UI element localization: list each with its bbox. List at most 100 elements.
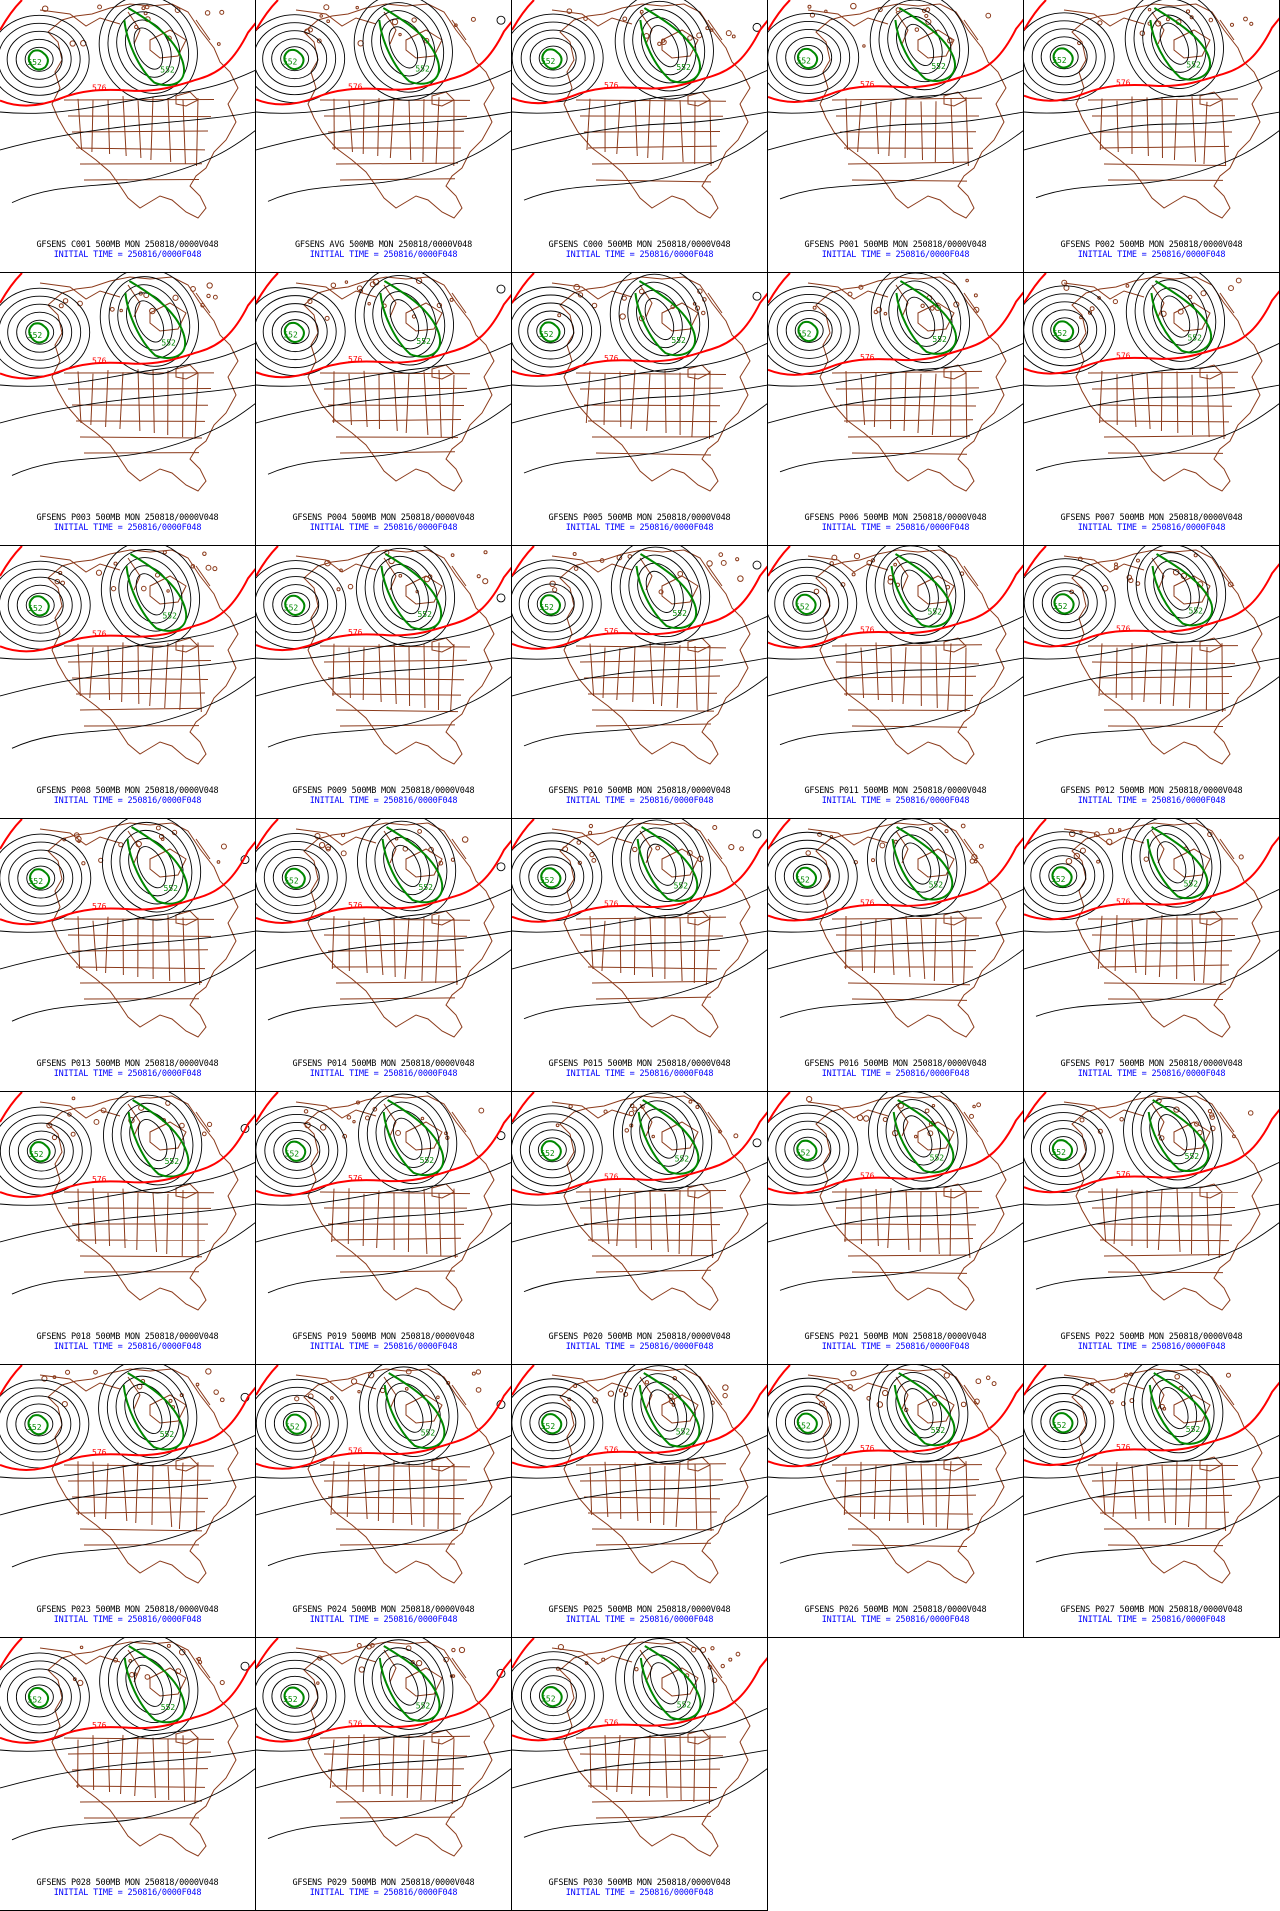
contour-label-576: 576	[604, 627, 619, 636]
contour-label-552-east: 552	[676, 63, 691, 72]
contour-576	[0, 273, 255, 380]
contour-label-552-west: 552	[1052, 1421, 1067, 1430]
contour-576	[512, 819, 767, 923]
contour-label-552-east: 552	[165, 1157, 180, 1166]
map-panel: 552 552 576 GFSENS P010 500MB MON 250818/00…	[512, 546, 768, 819]
contour-label-552-east: 552	[1185, 1152, 1200, 1161]
height-contours	[0, 1365, 255, 1568]
panel-caption: GFSENS P002 500MB MON 250818/0000V048	[1060, 240, 1243, 250]
contour-552	[796, 1099, 955, 1174]
contour-label-552-east: 552	[419, 883, 434, 892]
contour-552	[540, 826, 699, 902]
height-contours	[256, 819, 511, 1021]
contour-576	[0, 819, 255, 926]
contour-label-552-east: 552	[160, 66, 175, 75]
height-contours	[256, 546, 511, 748]
panel-caption: GFSENS AVG 500MB MON 250818/0000V048	[294, 240, 473, 250]
panel-initial-time: INITIAL TIME = 250816/0000F048	[1077, 523, 1226, 533]
panel-caption: GFSENS P006 500MB MON 250818/0000V048	[804, 513, 987, 523]
map-panel: 552 552 576 GFSENS P005 500MB MON 250818/00…	[512, 273, 768, 546]
panel-caption: GFSENS P015 500MB MON 250818/0000V048	[548, 1059, 731, 1069]
contour-576	[512, 1365, 767, 1469]
contour-576	[0, 1638, 255, 1744]
contour-label-552-east: 552	[675, 1155, 690, 1164]
height-contours	[768, 546, 1023, 746]
map-panel: 552 552 576 GFSENS P006 500MB MON 250818/00…	[768, 273, 1024, 546]
contour-label-552-west: 552	[796, 1421, 811, 1430]
contour-label-552-east: 552	[671, 336, 686, 345]
contour-label-576: 576	[348, 355, 363, 364]
political-borders	[551, 3, 751, 219]
contour-576	[768, 273, 1023, 376]
height-contours	[256, 1365, 511, 1567]
contour-576	[768, 819, 1023, 922]
contour-label-552-east: 552	[928, 608, 943, 617]
map-panel: 552 552 576 GFSENS P022 500MB MON 250818/00…	[1024, 1092, 1280, 1365]
contour-552	[795, 826, 954, 901]
panel-caption: GFSENS P021 500MB MON 250818/0000V048	[804, 1332, 987, 1342]
height-contours	[512, 0, 767, 201]
political-borders	[295, 276, 495, 492]
height-contour-map: 552 552 576	[256, 1092, 511, 1311]
contour-label-552-west: 552	[1051, 875, 1066, 884]
map-panel: 552 552 576 GFSENS P014 500MB MON 250818/00…	[256, 819, 512, 1092]
map-panel: 552 552 576 GFSENS AVG 500MB MON 250818/000…	[256, 0, 512, 273]
height-contour-map: 552 552 576	[512, 273, 767, 492]
political-borders	[806, 1095, 1007, 1311]
panel-initial-time: INITIAL TIME = 250816/0000F048	[53, 523, 202, 533]
contour-label-552-east: 552	[931, 62, 946, 71]
contour-552	[797, 280, 958, 355]
height-contour-map: 552 552 576	[256, 1365, 511, 1584]
contour-label-552-east: 552	[421, 1429, 436, 1438]
panel-caption: GFSENS P005 500MB MON 250818/0000V048	[548, 513, 731, 523]
panel-initial-time: INITIAL TIME = 250816/0000F048	[821, 1069, 970, 1079]
political-borders	[1061, 276, 1263, 492]
contour-552	[540, 1099, 700, 1175]
contour-label-552-west: 552	[539, 330, 554, 339]
map-panel: 552 552 576 GFSENS P028 500MB MON 250818/00…	[0, 1638, 256, 1911]
panel-initial-time: INITIAL TIME = 250816/0000F048	[309, 1342, 458, 1352]
contour-552	[27, 1645, 186, 1724]
contour-label-576: 576	[92, 1175, 107, 1184]
height-contour-map: 552 552 576	[768, 273, 1023, 492]
contour-label-576: 576	[92, 1721, 107, 1730]
contour-label-552-west: 552	[29, 877, 44, 886]
panel-caption: GFSENS P013 500MB MON 250818/0000V048	[36, 1059, 219, 1069]
contour-576	[1024, 546, 1279, 648]
height-contour-map: 552 552 576	[0, 273, 255, 492]
political-borders	[39, 1095, 239, 1311]
political-borders	[551, 1641, 751, 1857]
map-panel: 552 552 576 GFSENS P011 500MB MON 250818/00…	[768, 546, 1024, 819]
panel-caption: GFSENS P004 500MB MON 250818/0000V048	[292, 513, 475, 523]
panel-caption: GFSENS P024 500MB MON 250818/0000V048	[292, 1605, 475, 1615]
panel-initial-time: INITIAL TIME = 250816/0000F048	[565, 1615, 714, 1625]
political-borders	[1063, 1368, 1263, 1584]
political-borders	[295, 3, 495, 219]
contour-label-552-east: 552	[929, 881, 944, 890]
height-contour-map: 552 552 576	[0, 1638, 255, 1857]
contour-552	[29, 826, 189, 905]
map-panel: 552 552 576 GFSENS P002 500MB MON 250818/00…	[1024, 0, 1280, 273]
contour-552	[28, 553, 188, 632]
panel-initial-time: INITIAL TIME = 250816/0000F048	[309, 1069, 458, 1079]
political-borders	[39, 1641, 239, 1857]
contour-552	[1051, 1099, 1210, 1172]
contour-576	[256, 819, 511, 924]
contour-label-552-west: 552	[539, 603, 554, 612]
contour-552	[541, 1372, 701, 1448]
panel-initial-time: INITIAL TIME = 250816/0000F048	[565, 796, 714, 806]
height-contour-map: 552 552 576	[1024, 273, 1279, 492]
political-borders	[295, 1095, 495, 1311]
contour-552	[283, 7, 440, 85]
height-contours	[256, 0, 511, 202]
panel-caption: GFSENS P027 500MB MON 250818/0000V048	[1060, 1605, 1243, 1615]
contour-552	[541, 7, 701, 84]
political-borders	[39, 276, 239, 492]
panel-initial-time: INITIAL TIME = 250816/0000F048	[309, 796, 458, 806]
contour-552	[796, 1372, 956, 1447]
contour-552	[285, 1372, 446, 1449]
contour-label-552-east: 552	[416, 337, 431, 346]
map-panel: 552 552 576 GFSENS P029 500MB MON 250818/00…	[256, 1638, 512, 1911]
contour-552	[1052, 1372, 1211, 1445]
contour-label-552-east: 552	[161, 1703, 176, 1712]
